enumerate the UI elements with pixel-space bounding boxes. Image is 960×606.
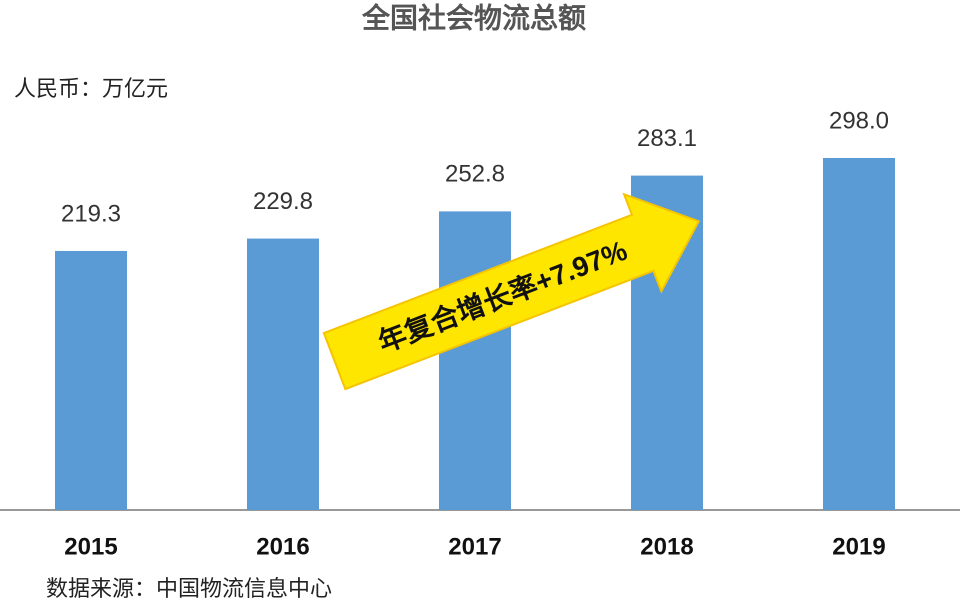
- value-label: 229.8: [253, 188, 313, 215]
- value-label: 283.1: [637, 125, 697, 152]
- x-tick-label: 2018: [640, 533, 693, 560]
- value-label: 298.0: [829, 107, 889, 134]
- bar: [55, 250, 127, 511]
- bar: [247, 238, 319, 510]
- unit-label: 人民币：万亿元: [14, 76, 168, 101]
- bar: [439, 211, 511, 510]
- value-label: 252.8: [445, 161, 505, 188]
- x-tick-label: 2017: [448, 533, 501, 560]
- x-tick-label: 2015: [64, 533, 117, 560]
- source-note: 数据来源：中国物流信息中心: [46, 576, 332, 601]
- x-tick-label: 2019: [832, 533, 885, 560]
- x-tick-label: 2016: [256, 533, 309, 560]
- arrow-shape: [322, 192, 701, 391]
- chart-title: 全国社会物流总额: [361, 1, 586, 33]
- bar: [823, 158, 895, 510]
- value-label: 219.3: [61, 200, 121, 227]
